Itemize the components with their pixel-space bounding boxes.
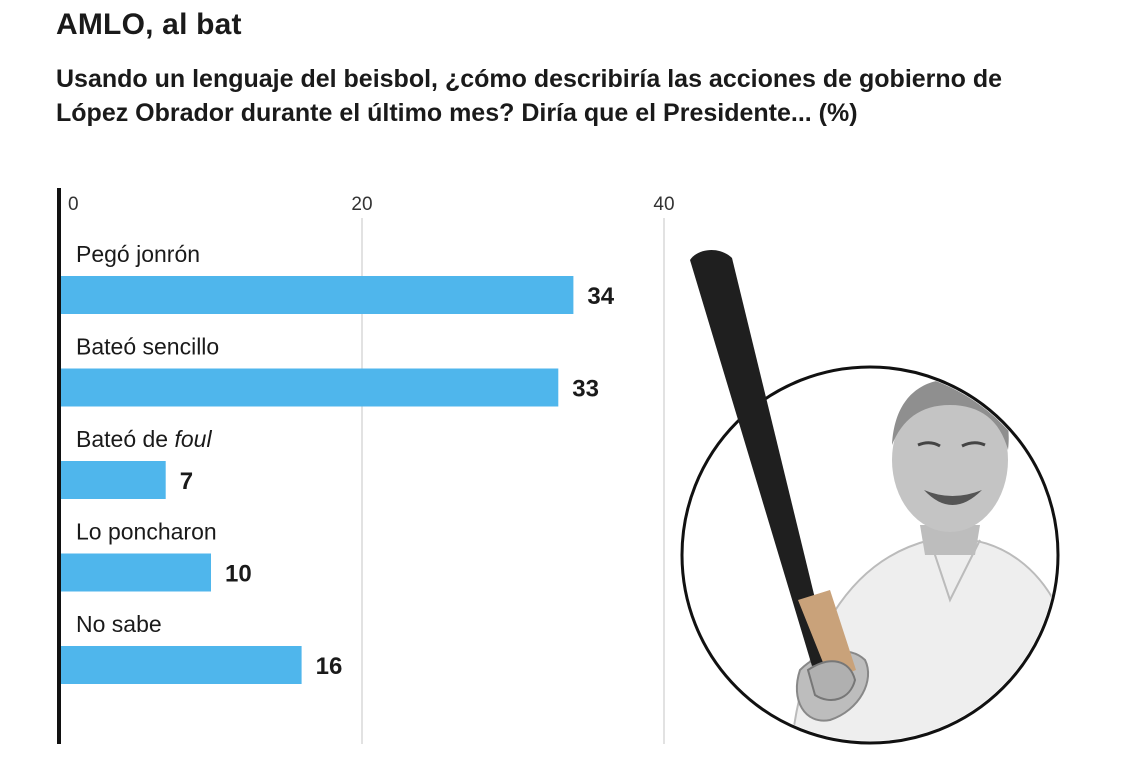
- x-tick-label-40: 40: [653, 194, 674, 215]
- value-label: 16: [316, 653, 343, 680]
- value-label: 34: [587, 283, 614, 310]
- bar: [61, 368, 559, 407]
- bar: [61, 646, 302, 684]
- bar: [61, 276, 574, 314]
- value-label: 7: [180, 468, 193, 495]
- man-with-baseball-bat-photo: [680, 249, 1060, 745]
- x-tick-label-0: 0: [68, 194, 79, 215]
- chart-subtitle: Usando un lenguaje del beisbol, ¿cómo de…: [56, 65, 1003, 127]
- x-tick-label-20: 20: [351, 194, 372, 215]
- bar: [61, 553, 211, 592]
- chart-title: AMLO, al bat: [56, 8, 242, 41]
- category-label: Lo poncharon: [76, 519, 217, 545]
- baseball-bat-icon: [690, 249, 857, 701]
- category-label: Pegó jonrón: [76, 241, 200, 267]
- bar: [61, 461, 166, 499]
- category-label: Bateó de foul: [76, 426, 212, 452]
- value-label: 33: [572, 376, 599, 403]
- category-label: No sabe: [76, 611, 162, 637]
- value-label: 10: [225, 561, 252, 588]
- category-label: Bateó sencillo: [76, 334, 219, 360]
